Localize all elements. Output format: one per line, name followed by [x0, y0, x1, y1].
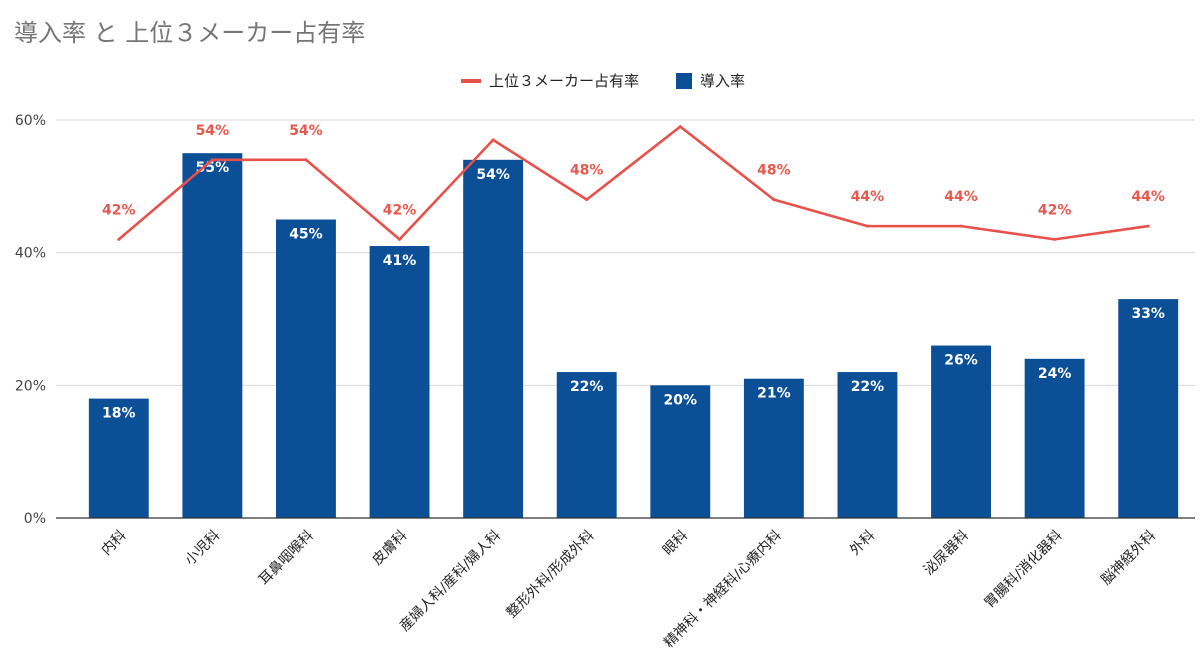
line-point — [117, 237, 121, 241]
line-point — [585, 198, 589, 202]
line-point — [1053, 237, 1057, 241]
line-value-label: 48% — [757, 163, 791, 179]
chart-title: 導入率 と 上位３メーカー占有率 — [14, 19, 365, 47]
x-category-label: 眼科 — [660, 528, 691, 559]
y-tick-label: 60% — [15, 113, 46, 129]
bar — [182, 153, 243, 518]
bar — [1024, 358, 1085, 518]
line-path — [117, 125, 1149, 241]
line-point — [491, 138, 495, 142]
line-point — [678, 125, 682, 129]
line-value-label: 44% — [944, 189, 978, 205]
line-value-label: 54% — [289, 123, 323, 139]
x-category-label: 皮膚科 — [369, 528, 410, 569]
line-series — [117, 125, 1150, 241]
bar-data-labels: 18% 55% 45% 41% 54% 22% 20% 21% 22% 26% 24% 33% — [102, 160, 1165, 421]
bar-value-label: 45% — [289, 227, 323, 243]
bar — [276, 219, 336, 518]
line-point — [304, 158, 308, 162]
bar-value-label: 54% — [476, 167, 510, 183]
legend-bar-swatch — [676, 73, 692, 89]
line-value-label: 42% — [102, 202, 136, 218]
bar — [1118, 299, 1179, 518]
bar-value-label: 22% — [570, 379, 604, 395]
bar-series — [88, 153, 1179, 519]
bar-value-label: 22% — [851, 379, 885, 395]
bar — [650, 385, 711, 518]
y-tick-label: 0% — [24, 511, 46, 527]
bar-value-label: 21% — [757, 386, 791, 402]
x-category-label: 胃腸科/消化器科 — [982, 528, 1066, 612]
x-category-label: 産婦人科/産科/婦人科 — [396, 527, 504, 635]
line-point — [398, 237, 402, 241]
line-point — [772, 198, 776, 202]
bar-value-label: 18% — [102, 406, 136, 422]
legend-line-label: 上位３メーカー占有率 — [489, 72, 639, 90]
gridlines — [56, 119, 1195, 386]
y-tick-label: 40% — [15, 246, 46, 262]
bar-value-label: 55% — [196, 160, 230, 176]
x-category-label: 脳神経外科 — [1098, 528, 1159, 589]
bar — [369, 246, 430, 519]
line-point — [865, 224, 869, 228]
x-category-label: 小児科 — [182, 528, 223, 569]
bar — [931, 345, 991, 518]
x-category-label: 外科 — [847, 528, 878, 559]
bar — [837, 372, 898, 518]
bar — [88, 398, 149, 518]
bar — [463, 159, 524, 519]
legend: 上位３メーカー占有率 導入率 — [461, 72, 745, 90]
x-category-label: 耳鼻咽喉科 — [255, 527, 317, 589]
line-value-label: 54% — [196, 123, 230, 139]
bar-value-label: 24% — [1038, 366, 1072, 382]
x-category-label: 内科 — [99, 528, 130, 559]
line-point — [1146, 224, 1150, 228]
line-point — [210, 158, 214, 162]
line-value-label: 42% — [1038, 202, 1072, 218]
x-category-label: 泌尿器科 — [921, 528, 972, 579]
line-value-label: 44% — [851, 189, 885, 205]
y-axis-ticks: 0% 20% 40% 60% — [15, 113, 46, 527]
bar — [556, 372, 617, 518]
line-value-label: 48% — [570, 163, 604, 179]
x-category-label: 整形外科/形成外科 — [504, 528, 598, 622]
bar-value-label: 26% — [944, 353, 978, 369]
bar-value-label: 20% — [664, 392, 698, 408]
legend-bar-label: 導入率 — [700, 72, 745, 90]
line-value-label: 42% — [383, 202, 417, 218]
y-tick-label: 20% — [15, 378, 46, 394]
line-value-label: 44% — [1131, 189, 1165, 205]
line-data-labels: 42% 54% 54% 42% 48% 48% 44% 44% 42% 44% — [102, 123, 1165, 219]
bar-value-label: 33% — [1131, 306, 1165, 322]
bar-value-label: 41% — [383, 253, 417, 269]
bar — [743, 378, 804, 518]
line-point — [959, 224, 963, 228]
